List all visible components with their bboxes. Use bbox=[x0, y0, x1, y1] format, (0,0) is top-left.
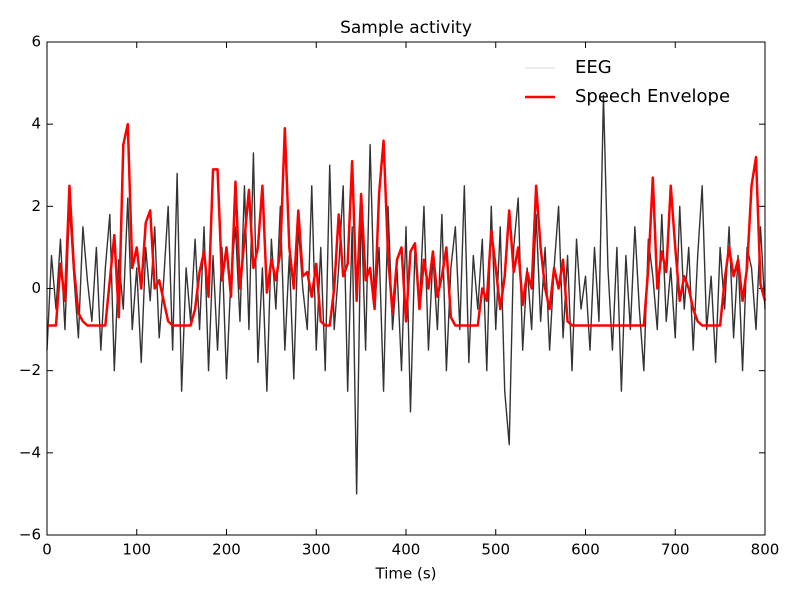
y-tick-label: −4 bbox=[19, 443, 41, 461]
plot-frame bbox=[46, 41, 766, 536]
y-tick-label: 6 bbox=[31, 33, 41, 51]
y-tick-label: −6 bbox=[19, 526, 41, 544]
legend-label: Speech Envelope bbox=[575, 86, 730, 107]
y-tick-label: −2 bbox=[19, 361, 41, 379]
y-tick-label: 2 bbox=[31, 197, 41, 215]
x-axis-label: Time (s) bbox=[375, 565, 437, 583]
x-tick-label: 200 bbox=[212, 541, 241, 559]
x-tick-label: 500 bbox=[481, 541, 510, 559]
x-tick-label: 0 bbox=[42, 541, 52, 559]
y-tick-label: 0 bbox=[31, 279, 41, 297]
x-tick-label: 600 bbox=[571, 541, 600, 559]
x-tick-label: 300 bbox=[302, 541, 331, 559]
series-line bbox=[47, 122, 767, 327]
x-tick-label: 100 bbox=[122, 541, 151, 559]
y-tick-label: 4 bbox=[31, 115, 41, 133]
series-line bbox=[46, 94, 766, 495]
x-tick-label: 700 bbox=[661, 541, 690, 559]
chart-title: Sample activity bbox=[340, 18, 472, 38]
x-tick-label: 400 bbox=[392, 541, 421, 559]
x-tick-label: 800 bbox=[751, 541, 780, 559]
legend-label: EEG bbox=[575, 57, 612, 78]
